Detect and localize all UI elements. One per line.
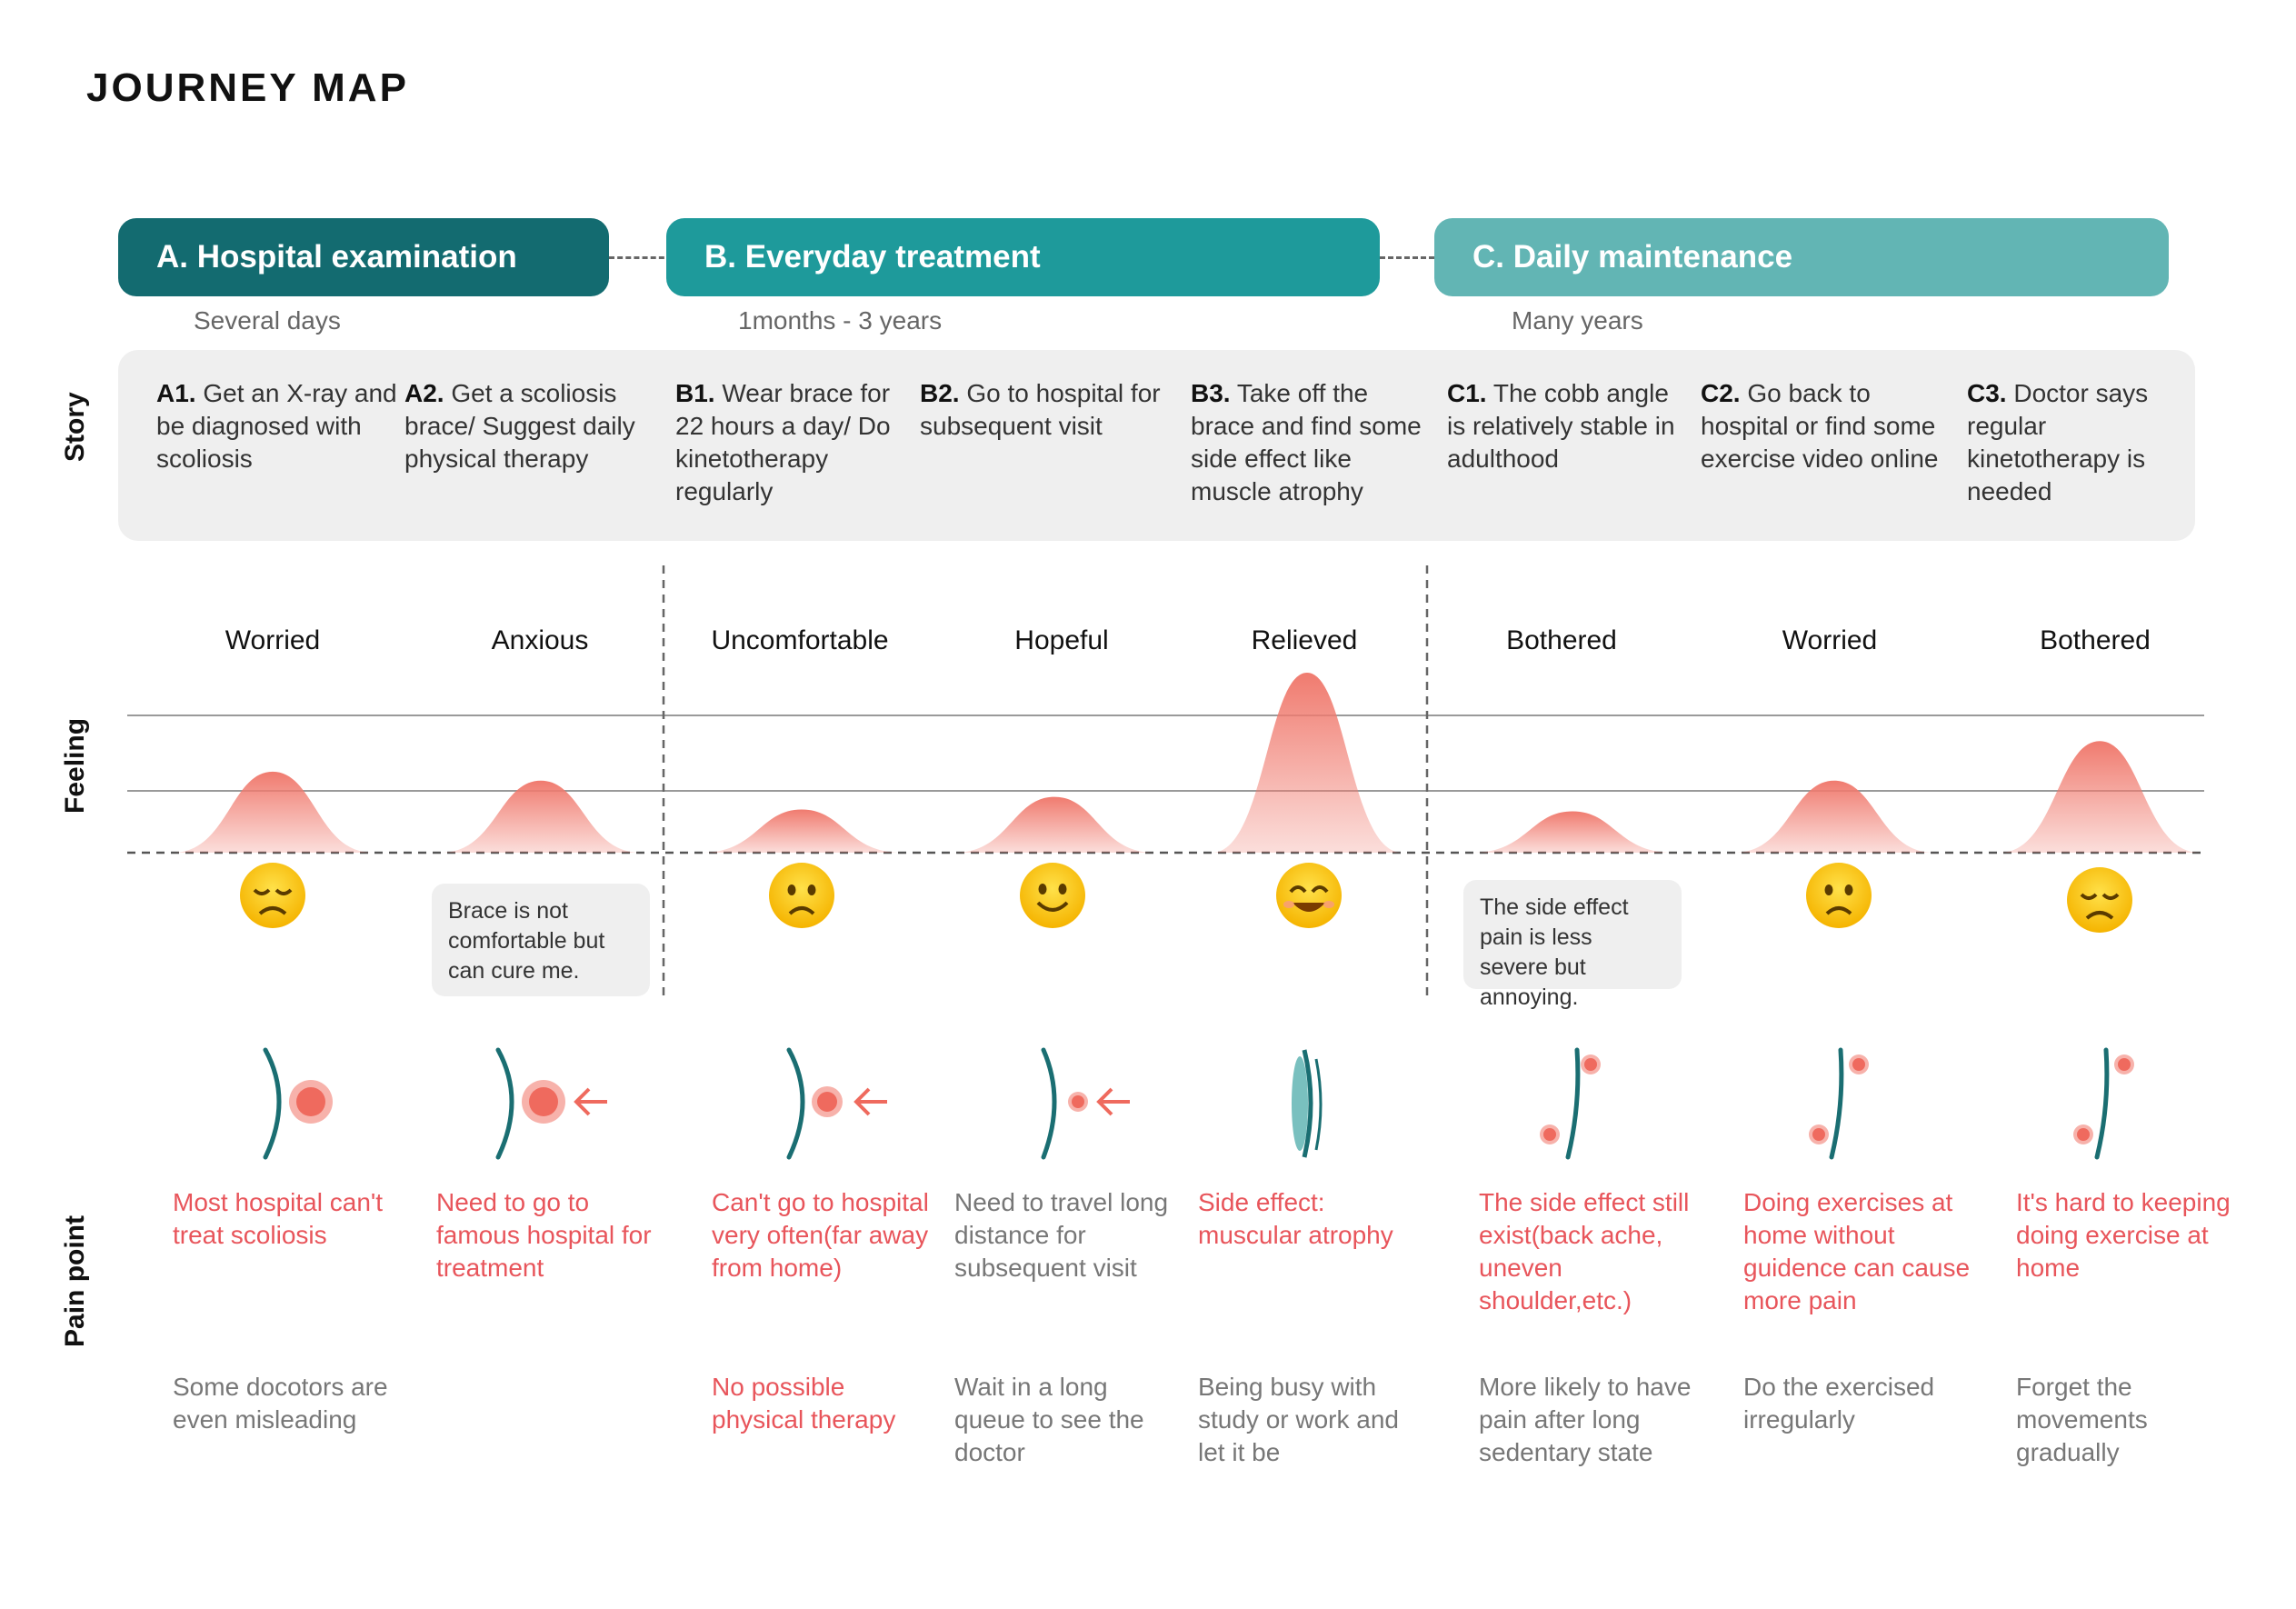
- story-b1: B1. Wear brace for 22 hours a day/ Do ki…: [675, 377, 907, 508]
- story-text: Go back to hospital or find some exercis…: [1701, 379, 1939, 473]
- pain-point-primary: It's hard to keeping doing exercise at h…: [2016, 1188, 2231, 1282]
- feeling-note: The side effect pain is less severe but …: [1463, 880, 1682, 1010]
- spine-curve-icon: [786, 1047, 805, 1160]
- pain-large-dot-icon: [289, 1080, 333, 1124]
- spine-curve-icon: [2094, 1047, 2110, 1160]
- phase-a-header: A. Hospital examination: [118, 218, 609, 296]
- phase-b-label: B. Everyday treatment: [704, 239, 1041, 275]
- phase-connector: [1380, 256, 1434, 259]
- story-b3: B3. Take off the brace and find some sid…: [1191, 377, 1427, 508]
- story-c2: C2. Go back to hospital or find some exe…: [1701, 377, 1942, 475]
- story-text: The cobb angle is relatively stable in a…: [1447, 379, 1675, 473]
- phase-connector: [609, 256, 673, 259]
- pain-point-primary: Doing exercises at home without guidence…: [1743, 1188, 1971, 1314]
- phase-b-header: B. Everyday treatment: [666, 218, 1380, 296]
- story-text: Doctor says regular kinetotherapy is nee…: [1967, 379, 2149, 505]
- pain-point-secondary: Wait in a long queue to see the doctor: [954, 1373, 1144, 1466]
- feeling-curve: [702, 809, 902, 853]
- story-a1: A1. Get an X-ray and be diagnosed with s…: [156, 377, 402, 475]
- feeling-curve: [441, 780, 641, 853]
- feeling-curve: [954, 796, 1154, 853]
- story-text: Wear brace for 22 hours a day/ Do kineto…: [675, 379, 891, 505]
- feeling-label: Bothered: [2040, 625, 2151, 655]
- phase-c-duration: Many years: [1512, 306, 1643, 335]
- story-a2: A2. Get a scoliosis brace/ Suggest daily…: [404, 377, 654, 475]
- happy-face-icon: [1276, 863, 1342, 928]
- arrow-left-icon: [854, 1087, 887, 1116]
- story-code: B2.: [920, 379, 960, 407]
- spine-curve-icon: [1041, 1047, 1057, 1160]
- spine-curve-icon: [495, 1047, 514, 1160]
- pain-medium-dot-icon: [812, 1086, 843, 1117]
- pain-point-primary: The side effect still exist(back ache, u…: [1479, 1188, 1690, 1314]
- story-code: C2.: [1701, 379, 1741, 407]
- pain-point-secondary: More likely to have pain after long sede…: [1479, 1373, 1692, 1466]
- feeling-curve: [1472, 811, 1672, 853]
- pain-point-secondary: Forget the movements gradually: [2016, 1373, 2148, 1466]
- story-code: A1.: [156, 379, 196, 407]
- story-c3: C3. Doctor says regular kinetotherapy is…: [1967, 377, 2171, 508]
- feeling-label: Hopeful: [1014, 625, 1109, 655]
- spine-curve-icon: [1829, 1047, 1844, 1160]
- phase-c-header: C. Daily maintenance: [1434, 218, 2169, 296]
- page-title: JOURNEY MAP: [86, 65, 409, 110]
- phase-b-duration: 1months - 3 years: [738, 306, 943, 335]
- pain-point-primary: Need to travel long distance for subsequ…: [954, 1188, 1169, 1282]
- spine-brace-icon: [1292, 1049, 1323, 1158]
- pain-point-primary: Can't go to hospital very often(far away…: [712, 1188, 929, 1282]
- story-code: A2.: [404, 379, 444, 407]
- spine-curve-icon: [1565, 1047, 1581, 1160]
- pain-point-secondary: Being busy with study or work and let it…: [1198, 1373, 1399, 1466]
- sad-face-icon: [2067, 867, 2132, 933]
- pain-two-dots-icon: [2073, 1054, 2134, 1144]
- story-code: B3.: [1191, 379, 1231, 407]
- story-b2: B2. Go to hospital for subsequent visit: [920, 377, 1161, 443]
- feeling-curve: [173, 771, 373, 853]
- feeling-label: Anxious: [491, 625, 589, 655]
- story-c1: C1. The cobb angle is relatively stable …: [1447, 377, 1683, 475]
- feeling-label: Worried: [225, 625, 321, 655]
- pain-large-dot-icon: [522, 1080, 565, 1124]
- pain-two-dots-icon: [1809, 1054, 1869, 1144]
- feeling-label: Worried: [1782, 625, 1878, 655]
- pain-point-primary: Need to go to famous hospital for treatm…: [436, 1188, 652, 1282]
- feeling-label: Relieved: [1251, 625, 1358, 655]
- pain-row-label: Pain point: [60, 1215, 90, 1347]
- pain-point-primary: Most hospital can't treat scoliosis: [173, 1188, 384, 1249]
- pain-small-dot-icon: [1068, 1092, 1088, 1112]
- smile-face-icon: [1020, 863, 1085, 928]
- story-text: Go to hospital for subsequent visit: [920, 379, 1161, 440]
- feeling-label: Uncomfortable: [711, 625, 889, 655]
- phase-c-label: C. Daily maintenance: [1472, 239, 1793, 275]
- story-code: B1.: [675, 379, 715, 407]
- pain-two-dots-icon: [1540, 1054, 1601, 1144]
- story-code: C1.: [1447, 379, 1487, 407]
- pain-point-secondary: No possible physical therapy: [712, 1373, 896, 1434]
- feeling-curve: [1212, 673, 1403, 853]
- pain-point-secondary: Do the exercised irregularly: [1743, 1373, 1935, 1434]
- feeling-label: Bothered: [1506, 625, 1617, 655]
- feeling-curve: [2000, 741, 2200, 853]
- story-code: C3.: [1967, 379, 2007, 407]
- feeling-note: Brace is not comfortable but can cure me…: [432, 884, 650, 996]
- pain-point-primary: Side effect: muscular atrophy: [1198, 1188, 1393, 1249]
- arrow-left-icon: [574, 1087, 607, 1116]
- arrow-left-icon: [1096, 1087, 1130, 1116]
- pain-point-secondary: Some docotors are even misleading: [173, 1373, 388, 1434]
- story-text: Get a scoliosis brace/ Suggest daily phy…: [404, 379, 635, 473]
- story-panel: [118, 350, 2195, 541]
- phase-a-label: A. Hospital examination: [156, 239, 517, 275]
- frown-face-icon: [1806, 863, 1872, 928]
- phase-a-duration: Several days: [194, 306, 341, 335]
- sad-face-icon: [240, 863, 305, 928]
- spine-curve-icon: [263, 1047, 282, 1160]
- frown-face-icon: [769, 863, 834, 928]
- story-text: Get an X-ray and be diagnosed with scoli…: [156, 379, 397, 473]
- feeling-curve: [1734, 780, 1934, 853]
- story-text: Take off the brace and find some side ef…: [1191, 379, 1422, 505]
